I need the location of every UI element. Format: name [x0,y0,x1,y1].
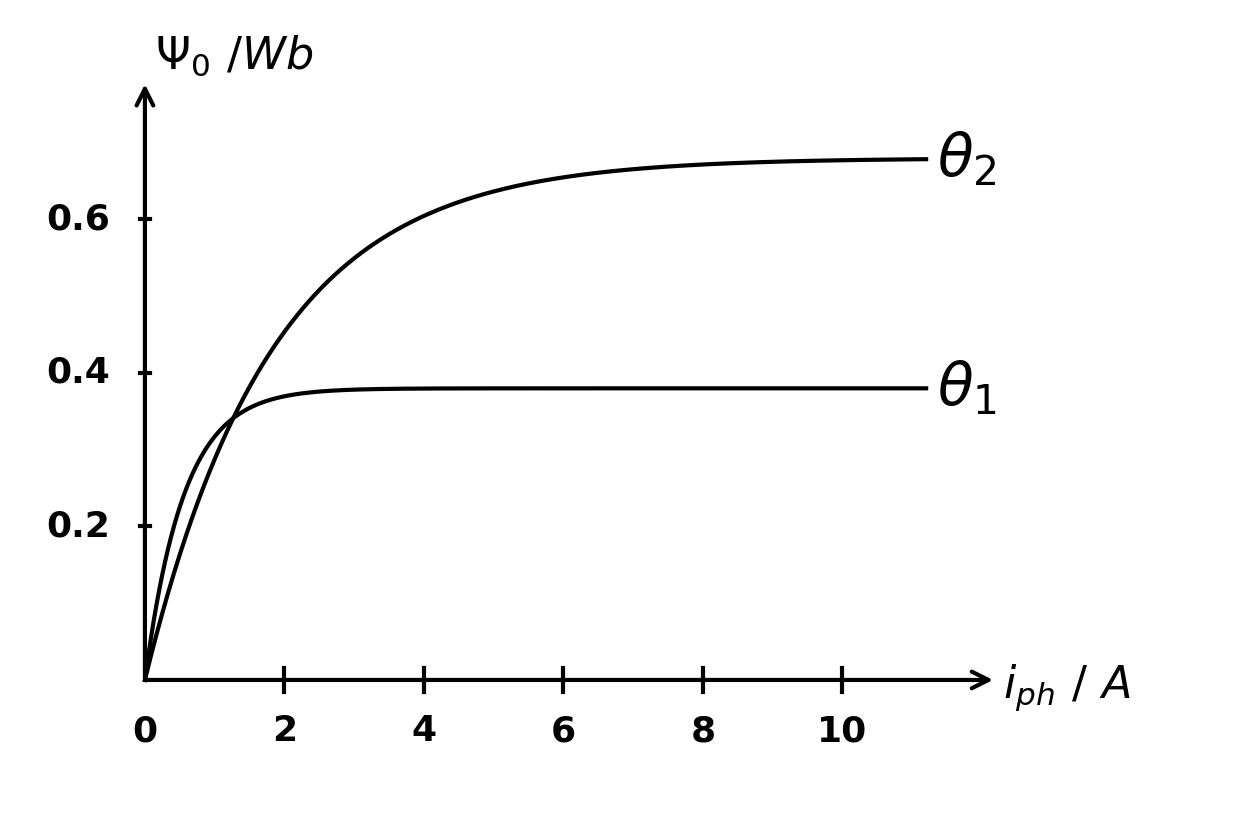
Text: 2: 2 [272,714,298,748]
Text: $\theta_1$: $\theta_1$ [936,359,997,417]
Text: $\mathit{\Psi}_0$ $/Wb$: $\mathit{\Psi}_0$ $/Wb$ [155,33,315,78]
Text: 0: 0 [133,714,157,748]
Text: $\theta_2$: $\theta_2$ [936,130,996,188]
Text: 6: 6 [551,714,577,748]
Text: 10: 10 [817,714,868,748]
Text: 0.4: 0.4 [46,356,110,390]
Text: 8: 8 [691,714,715,748]
Text: 0.2: 0.2 [46,510,110,544]
Text: 4: 4 [412,714,436,748]
Text: 0.6: 0.6 [46,202,110,237]
Text: $i_{ph}$ $/\ A$: $i_{ph}$ $/\ A$ [1003,662,1130,713]
